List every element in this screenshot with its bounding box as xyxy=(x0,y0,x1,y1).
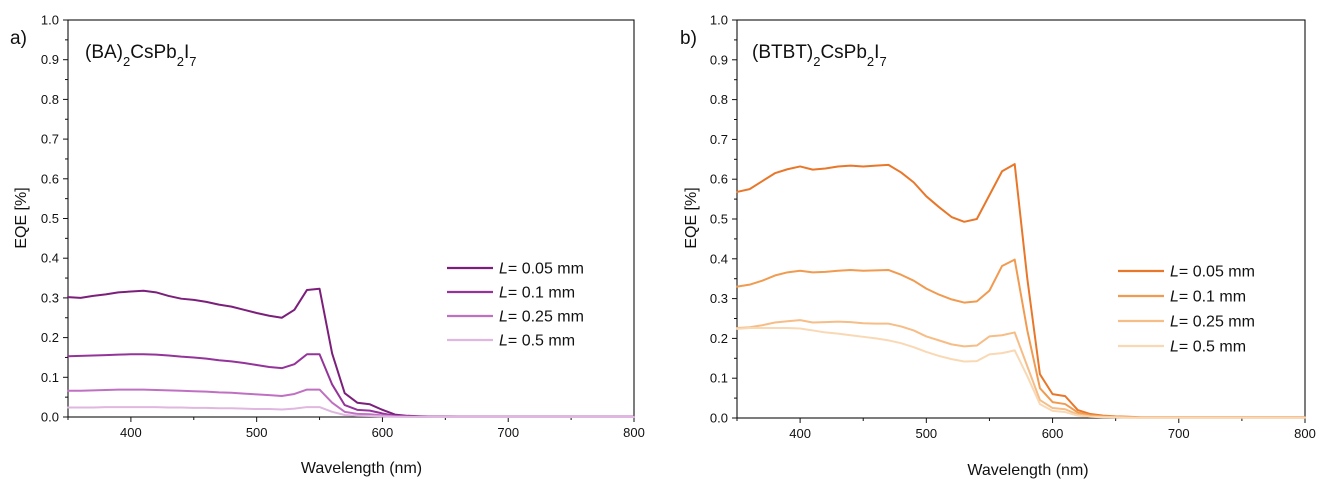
legend-item: L= 0.25 mm xyxy=(1118,314,1255,331)
y-tick-label: 0.2 xyxy=(710,331,728,346)
y-tick-label: 0.4 xyxy=(41,251,59,266)
legend-variable: L xyxy=(1170,339,1179,356)
legend-variable: L xyxy=(499,333,508,350)
y-tick-label: 0.0 xyxy=(710,411,728,426)
y-tick-label: 0.2 xyxy=(41,330,59,345)
panel-a: a) (BA)2CsPb2I7 Wavelength (nm) EQE [%] … xyxy=(10,13,645,478)
legend-label: L= 0.25 mm xyxy=(499,309,584,326)
y-tick-label: 0.0 xyxy=(41,410,59,425)
legend-item: L= 0.5 mm xyxy=(1118,339,1246,356)
y-tick-label: 0.9 xyxy=(41,52,59,67)
y-tick-label: 1.0 xyxy=(41,13,59,28)
legend-item: L= 0.5 mm xyxy=(447,333,575,350)
x-tick-label: 400 xyxy=(120,425,142,440)
legend-value: = 0.25 mm xyxy=(1179,314,1255,331)
x-tick-label: 600 xyxy=(1042,426,1064,441)
axes: 400 500 600 700 800 0.0 0.1 0.2 0.3 0.4 0.5 0.6 0.7 0… xyxy=(41,13,645,441)
y-tick-label: 0.1 xyxy=(710,371,728,386)
legend-value: = 0.5 mm xyxy=(1179,339,1246,356)
y-tick-label: 0.9 xyxy=(710,52,728,67)
legend-value: = 0.05 mm xyxy=(1179,264,1255,281)
compound-label: (BTBT)2CsPb2I7 xyxy=(752,42,887,69)
legend-value: = 0.5 mm xyxy=(508,333,575,350)
y-axis-title: EQE [%] xyxy=(13,187,30,248)
y-tick-label: 0.8 xyxy=(710,92,728,107)
legend-item: L= 0.05 mm xyxy=(1118,264,1255,281)
y-tick-label: 0.3 xyxy=(41,290,59,305)
y-axis-title: EQE [%] xyxy=(683,187,700,248)
compound-label: (BA)2CsPb2I7 xyxy=(85,42,196,69)
legend-label: L= 0.05 mm xyxy=(499,261,584,278)
y-tick-label: 0.7 xyxy=(710,132,728,147)
legend-value: = 0.1 mm xyxy=(1179,289,1246,306)
y-tick-label: 0.5 xyxy=(710,212,728,227)
panel-label: b) xyxy=(680,28,697,49)
y-tick-label: 0.8 xyxy=(41,92,59,107)
y-tick-label: 0.1 xyxy=(41,370,59,385)
legend-value: = 0.25 mm xyxy=(508,309,584,326)
y-tick-label: 0.7 xyxy=(41,132,59,147)
legend-label: L= 0.1 mm xyxy=(1170,289,1246,306)
legend-variable: L xyxy=(1170,264,1179,281)
series-group xyxy=(67,287,635,418)
x-tick-label: 500 xyxy=(246,425,268,440)
legend: L= 0.05 mmL= 0.1 mmL= 0.25 mmL= 0.5 mm xyxy=(1118,264,1255,356)
x-tick-label: 700 xyxy=(497,425,519,440)
x-tick-label: 800 xyxy=(1294,426,1316,441)
legend-item: L= 0.1 mm xyxy=(447,285,575,302)
legend-label: L= 0.5 mm xyxy=(499,333,575,350)
x-tick-label: 600 xyxy=(372,425,394,440)
legend: L= 0.05 mmL= 0.1 mmL= 0.25 mmL= 0.5 mm xyxy=(447,261,584,350)
x-tick-label: 800 xyxy=(623,425,645,440)
y-tick-label: 0.3 xyxy=(710,291,728,306)
y-tick-label: 0.4 xyxy=(710,251,728,266)
legend-value: = 0.05 mm xyxy=(508,261,584,278)
legend-label: L= 0.5 mm xyxy=(1170,339,1246,356)
panel-label: a) xyxy=(10,28,27,49)
series-group xyxy=(736,163,1306,419)
series-line xyxy=(736,319,1306,419)
legend-variable: L xyxy=(499,309,508,326)
series-line xyxy=(67,406,635,418)
series-line xyxy=(67,388,635,418)
legend-label: L= 0.1 mm xyxy=(499,285,575,302)
legend-item: L= 0.1 mm xyxy=(1118,289,1246,306)
legend-variable: L xyxy=(1170,289,1179,306)
legend-variable: L xyxy=(499,261,508,278)
plot-frame xyxy=(67,19,635,418)
x-tick-label: 500 xyxy=(915,426,937,441)
legend-item: L= 0.05 mm xyxy=(447,261,584,278)
legend-label: L= 0.25 mm xyxy=(1170,314,1255,331)
y-tick-label: 0.6 xyxy=(710,172,728,187)
legend-value: = 0.1 mm xyxy=(508,285,575,302)
series-line xyxy=(736,327,1306,419)
legend-variable: L xyxy=(499,285,508,302)
x-axis-title: Wavelength (nm) xyxy=(967,462,1088,479)
y-tick-label: 0.6 xyxy=(41,171,59,186)
legend-variable: L xyxy=(1170,314,1179,331)
y-tick-label: 0.5 xyxy=(41,211,59,226)
axes: 400 500 600 700 800 0.0 0.1 0.2 0.3 0.4 0.5 0.6 0.7 0… xyxy=(710,13,1316,442)
x-tick-label: 400 xyxy=(789,426,811,441)
x-tick-label: 700 xyxy=(1168,426,1190,441)
x-axis-title: Wavelength (nm) xyxy=(301,460,422,477)
legend-item: L= 0.25 mm xyxy=(447,309,584,326)
legend-label: L= 0.05 mm xyxy=(1170,264,1255,281)
y-tick-label: 1.0 xyxy=(710,13,728,28)
panel-b: b) (BTBT)2CsPb2I7 Wavelength (nm) EQE [%… xyxy=(680,13,1316,480)
